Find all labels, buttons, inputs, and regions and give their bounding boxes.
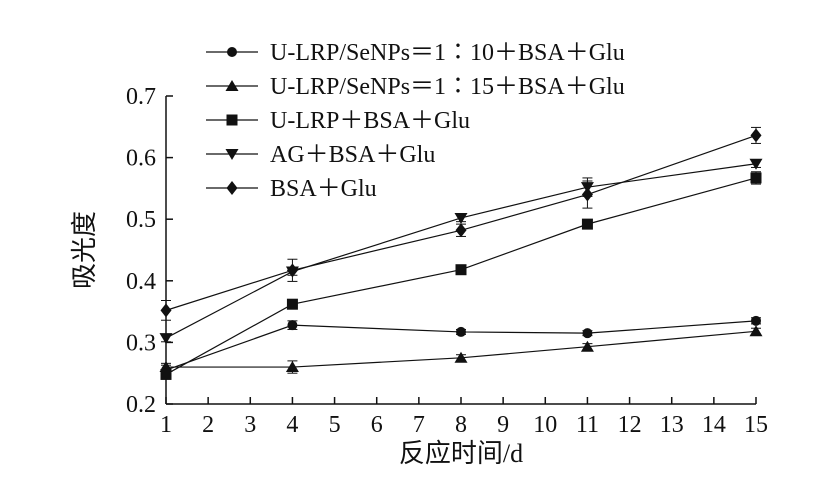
series-4 bbox=[159, 158, 763, 345]
data-point bbox=[581, 187, 593, 202]
x-tick-label: 2 bbox=[202, 412, 214, 438]
y-tick-label: 0.7 bbox=[126, 84, 156, 110]
data-point bbox=[285, 361, 299, 373]
x-tick-label: 15 bbox=[744, 412, 768, 438]
x-tick-label: 4 bbox=[286, 412, 298, 438]
data-point bbox=[750, 172, 762, 184]
x-tick-label: 8 bbox=[455, 412, 467, 438]
y-tick-label: 0.2 bbox=[126, 392, 156, 418]
data-point bbox=[750, 128, 762, 143]
series-3 bbox=[160, 171, 762, 380]
x-axis-title: 反应时间/d bbox=[399, 439, 523, 468]
x-tick-label: 7 bbox=[413, 412, 425, 438]
y-tick-label: 0.5 bbox=[126, 207, 156, 233]
x-tick-label: 12 bbox=[618, 412, 642, 438]
series-line bbox=[165, 163, 757, 339]
data-point bbox=[456, 326, 466, 337]
data-point bbox=[160, 303, 172, 318]
series-5 bbox=[160, 126, 762, 321]
data-point bbox=[454, 351, 468, 363]
legend-label: BSA＋Glu bbox=[270, 176, 377, 202]
legend-marker bbox=[226, 181, 238, 195]
data-point bbox=[749, 158, 763, 170]
legend-marker bbox=[225, 149, 239, 160]
legend-label: U-LRP＋BSA＋Glu bbox=[270, 108, 470, 134]
y-tick-label: 0.4 bbox=[126, 269, 156, 295]
data-point bbox=[286, 263, 298, 278]
data-point bbox=[581, 218, 593, 230]
data-point bbox=[455, 223, 467, 238]
x-tick-label: 1 bbox=[160, 412, 172, 438]
y-tick-label: 0.6 bbox=[126, 146, 156, 172]
data-point bbox=[582, 328, 593, 339]
data-point bbox=[749, 325, 763, 337]
x-tick-label: 10 bbox=[533, 412, 557, 438]
legend-label: U-LRP/SeNPs＝1∶15＋BSA＋Glu bbox=[270, 74, 625, 100]
y-tick-label: 0.3 bbox=[126, 330, 156, 356]
data-point bbox=[160, 368, 172, 380]
legend-marker bbox=[226, 114, 238, 126]
legend-item: U-LRP＋BSA＋Glu bbox=[206, 108, 470, 134]
legend-item: U-LRP/SeNPs＝1∶15＋BSA＋Glu bbox=[206, 74, 625, 100]
series-line bbox=[165, 177, 757, 375]
legend-label: AG＋BSA＋Glu bbox=[270, 142, 435, 168]
x-tick-label: 13 bbox=[660, 412, 684, 438]
data-point bbox=[455, 264, 467, 276]
legend-item: BSA＋Glu bbox=[206, 176, 377, 202]
legend: U-LRP/SeNPs＝1∶10＋BSA＋Glu U-LRP/SeNPs＝1∶15… bbox=[206, 40, 625, 202]
legend-item: AG＋BSA＋Glu bbox=[206, 142, 435, 168]
legend-marker bbox=[225, 80, 239, 91]
tick-marks: 0.20.30.40.50.60.71 2 3 4 5 6 7 8 9 10 11 12 13 14 15 bbox=[126, 84, 768, 438]
y-axis-title: 吸光度 bbox=[70, 211, 99, 289]
legend-marker bbox=[227, 47, 237, 57]
data-point bbox=[454, 212, 468, 224]
plot-area bbox=[159, 126, 763, 380]
x-tick-label: 6 bbox=[371, 412, 383, 438]
legend-item: U-LRP/SeNPs＝1∶10＋BSA＋Glu bbox=[206, 40, 625, 66]
data-point bbox=[751, 315, 761, 326]
series-1 bbox=[161, 315, 761, 376]
legend-label: U-LRP/SeNPs＝1∶10＋BSA＋Glu bbox=[270, 40, 625, 66]
x-tick-label: 9 bbox=[497, 412, 509, 438]
x-tick-label: 14 bbox=[702, 412, 726, 438]
data-point bbox=[287, 320, 298, 331]
x-tick-label: 3 bbox=[244, 412, 256, 438]
x-tick-label: 11 bbox=[576, 412, 599, 438]
x-tick-label: 5 bbox=[329, 412, 341, 438]
data-point bbox=[286, 298, 298, 310]
data-point bbox=[159, 333, 173, 345]
data-point bbox=[580, 340, 594, 352]
